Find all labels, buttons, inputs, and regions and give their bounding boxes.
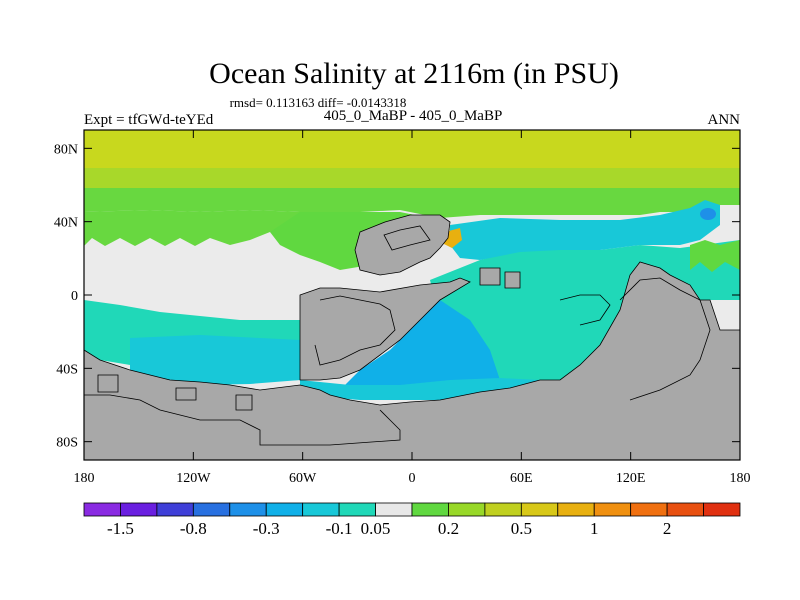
y-tick-label: 40N — [54, 216, 78, 231]
colorbar-box — [375, 502, 413, 517]
small-islands — [479, 267, 501, 286]
x-tick-label: 120E — [616, 471, 646, 486]
colorbar-box — [265, 502, 304, 517]
sw-pacific-land — [97, 374, 119, 393]
colorbar-label: -0.1 — [326, 519, 353, 538]
colorbar-box — [703, 502, 741, 517]
sw-pacific-land-2 — [175, 387, 197, 401]
x-tick-label: 180 — [730, 471, 751, 486]
x-tick-label: 180 — [74, 471, 95, 486]
colorbar-box — [411, 502, 449, 517]
colorbar-box — [593, 502, 632, 517]
small-islands-2 — [504, 271, 521, 289]
colorbar-box — [448, 502, 486, 517]
south-pacific-cyan — [130, 335, 300, 385]
experiment-label: Expt = tfGWd-teYEd — [84, 112, 214, 128]
y-tick-label: 80N — [54, 142, 78, 157]
colorbar-label: -0.8 — [180, 519, 207, 538]
arctic-band-lower — [84, 168, 740, 190]
colorbar-label: 2 — [663, 519, 672, 538]
northeast-green-zigzag — [690, 240, 740, 272]
map-field — [84, 130, 740, 460]
x-tick-label: 0 — [409, 471, 416, 486]
axes: 180 120W 60W 0 60E 120E 180 80N 40N 0 40S 80S — [54, 130, 751, 486]
sw-pacific-land-3 — [235, 394, 253, 411]
colorbar-box — [120, 502, 158, 517]
colorbar-label: 0.2 — [438, 519, 459, 538]
season-label: ANN — [708, 112, 741, 128]
colorbar-box — [192, 502, 231, 517]
y-tick-label: 80S — [56, 436, 78, 451]
north-land — [354, 214, 451, 276]
colorbar-label: -1.5 — [107, 519, 134, 538]
colorbar-label: 1 — [590, 519, 599, 538]
central-cyan — [340, 300, 500, 400]
coastline-contours — [84, 225, 711, 446]
north-green-zigzag — [84, 210, 300, 246]
colorbar-box — [302, 502, 340, 517]
colorbar-box — [520, 502, 559, 517]
x-tick-label: 120W — [176, 471, 211, 486]
stats-line: rmsd= 0.113163 diff= -0.0143318 — [230, 95, 407, 110]
max-spot — [700, 208, 716, 220]
colorbar-box — [156, 502, 194, 517]
colorbar-box — [630, 502, 668, 517]
chart-title: Ocean Salinity at 2116m (in PSU) — [209, 57, 619, 90]
colorbar-box — [484, 502, 522, 517]
central-land — [299, 277, 471, 381]
colorbar-label: 0.05 — [361, 519, 391, 538]
colorbar-box — [666, 502, 704, 517]
y-tick-label: 0 — [71, 289, 78, 304]
colorbar-label: 0.5 — [511, 519, 532, 538]
colorbar-box — [229, 502, 267, 517]
colorbar: -1.5 -0.8 -0.3 -0.1 0.05 0.2 0.5 1 2 — [83, 502, 741, 538]
colorbar-box — [83, 502, 121, 517]
land-masses — [84, 214, 740, 460]
colorbar-label: -0.3 — [253, 519, 280, 538]
chart-subtitle: 405_0_MaBP - 405_0_MaBP — [324, 108, 503, 124]
x-tick-label: 60W — [289, 471, 317, 486]
colorbar-box — [557, 502, 595, 517]
x-tick-label: 60E — [510, 471, 533, 486]
y-tick-label: 40S — [56, 362, 78, 377]
south-pole-land — [84, 261, 740, 460]
colorbar-box — [338, 502, 376, 517]
north-cyan — [450, 200, 720, 260]
north-green-zone — [84, 188, 740, 218]
